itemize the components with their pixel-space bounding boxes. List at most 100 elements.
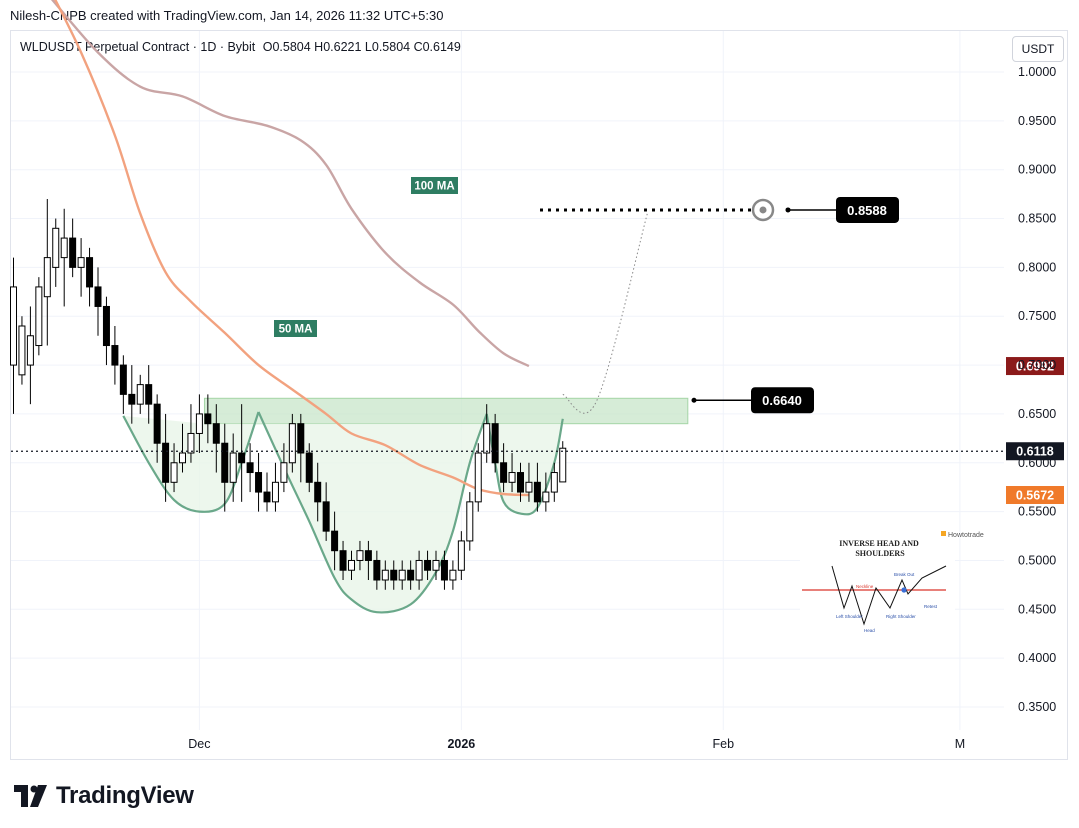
candle-up [457,540,465,571]
candle-down [238,452,246,464]
ma50-tag-bg [274,320,317,337]
price-tick-label: 0.6500 [1018,407,1056,421]
price-levels: 0.8588 0.6640 0.6992 0.6118 0.5672 [11,196,1064,505]
candle-up [60,237,68,259]
candle-down [322,501,330,532]
price-tick-label: 1.0000 [1018,65,1056,79]
price-tick-label: 0.5000 [1018,553,1056,567]
price-tick-label: 0.6000 [1018,456,1056,470]
candle-up [542,491,550,503]
price-tick-label: 0.8500 [1018,212,1056,226]
candle-up [550,472,558,493]
target-dot [759,206,767,214]
inset-pattern-line [831,565,947,626]
candle-down [69,237,77,268]
ma100-line [50,0,530,368]
price-tick-label: 0.7500 [1018,309,1056,323]
pattern-curve-head [257,411,488,614]
time-tick-label: M [955,737,965,751]
ma100-tag-bg [411,177,458,194]
target-circle [751,198,775,222]
candle-down [204,413,212,425]
candle-down [94,286,102,307]
time-tick-label: Dec [188,737,210,751]
candle-up [348,559,355,571]
ma-tags: 100 MA 50 MA [274,177,458,337]
candle-down [246,462,254,474]
candle-up [559,447,567,483]
price-tick-label: 0.3500 [1018,700,1056,714]
candle-up [381,569,389,581]
candle-up [474,452,482,503]
candle-up [229,452,237,483]
inset-head-label: Head [864,628,875,633]
candle-down [314,481,322,503]
symbol-title[interactable]: WLDUSDT Perpetual Contract · 1D · Bybit [20,40,256,54]
candle-down [364,550,372,561]
candle-up [10,286,17,366]
tradingview-wordmark: TradingView [56,782,194,809]
inset-breakout-dot [901,587,907,593]
candle-down [407,569,415,581]
candle-down [263,491,271,503]
ma50-axis-tag-label: 0.5672 [1016,489,1054,503]
candle-up [508,472,516,483]
time-axis[interactable]: Dec 2026 Feb M [188,737,965,751]
price-axis[interactable]: 1.0000 0.9500 0.9000 0.8500 0.8000 0.7500 0.70… [1018,65,1056,714]
candle-up [288,423,296,464]
candle-up [466,501,474,542]
current-price-axis-tag-bg [1006,442,1064,461]
inset-left-shoulder-label: Left Shoulder [836,614,863,619]
candle-down [373,559,381,581]
currency-button[interactable]: USDT [1012,36,1064,62]
target-callout-box [836,196,899,223]
current-price-axis-tag-label: 0.6118 [1016,445,1054,459]
neckline-callout-box [751,387,814,414]
ma50-tag-label: 50 MA [279,324,313,336]
ma100-axis-tag-label: 0.6992 [1016,360,1054,374]
candle-down [128,393,136,405]
candle-up [52,227,60,268]
ma50-line [54,0,529,497]
candle-up [35,286,43,347]
price-tick-label: 0.5500 [1018,505,1056,519]
time-tick-label: 2026 [447,737,475,751]
candle-up [525,481,533,493]
candle-down [533,481,541,503]
howtotrade-logo-icon [941,531,946,536]
chart-frame [10,30,1068,760]
candle-up [77,257,85,268]
candle-down [297,423,305,454]
tradingview-brand[interactable]: TradingView [14,782,194,810]
pattern-inset: INVERSE HEAD AND SHOULDERS Howtotrade Ne… [800,528,984,638]
candle-down [119,364,127,395]
ma50-axis-tag-bg [1006,486,1064,505]
symbol-legend: WLDUSDT Perpetual Contract · 1D · Bybit … [20,40,461,54]
candle-down [390,569,398,581]
price-tick-label: 0.4500 [1018,602,1056,616]
candle-up [432,559,440,571]
inset-retest-label: Retest [924,604,938,609]
time-tick-label: Feb [713,737,735,751]
candle-down [339,550,347,571]
price-tick-label: 0.9500 [1018,114,1056,128]
candle-up [356,550,364,561]
candle-down [221,442,229,483]
candle-down [424,559,432,571]
candle-up [195,413,203,434]
inset-right-shoulder-label: Right Shoulder [886,614,916,619]
target-callout-label: 0.8588 [847,203,887,218]
inset-breakout-label: Break Out [894,572,915,577]
candle-up [43,257,51,298]
neckline-callout-label: 0.6640 [762,393,802,408]
candle-up [449,569,457,581]
candle-down [517,472,524,493]
price-tick-label: 0.8000 [1018,260,1056,274]
candle-up [398,569,406,581]
resistance-zone [203,397,689,425]
price-tick-label: 0.4000 [1018,651,1056,665]
candle-down [153,403,161,444]
inset-background [800,528,955,638]
price-tick-label: 0.9000 [1018,163,1056,177]
